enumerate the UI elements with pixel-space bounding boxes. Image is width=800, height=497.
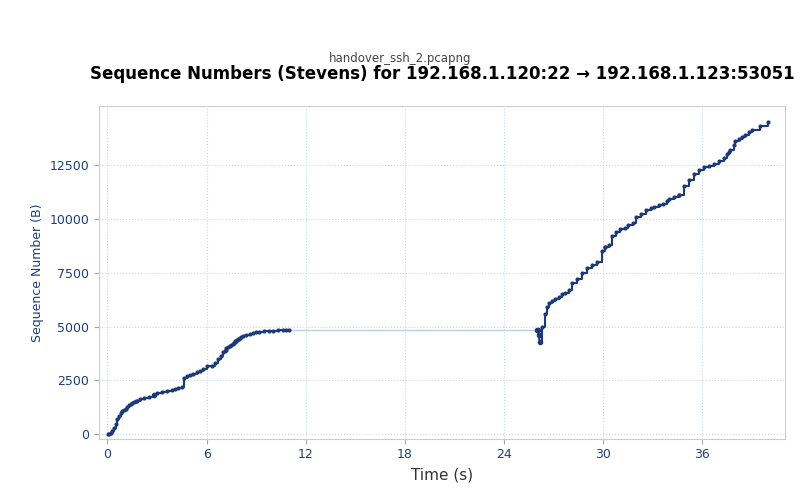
Text: handover_ssh_2.pcapng: handover_ssh_2.pcapng [329,52,471,65]
Title: Sequence Numbers (Stevens) for 192.168.1.120:22 → 192.168.1.123:53051: Sequence Numbers (Stevens) for 192.168.1… [90,65,794,83]
Y-axis label: Sequence Number (B): Sequence Number (B) [31,203,44,342]
X-axis label: Time (s): Time (s) [411,467,473,482]
